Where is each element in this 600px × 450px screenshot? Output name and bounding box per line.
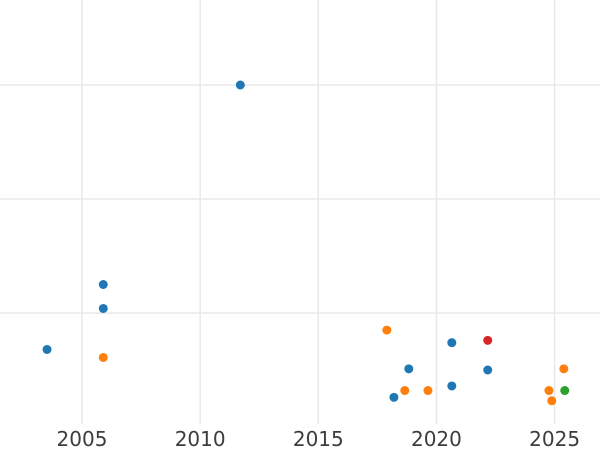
data-point-series-blue <box>42 344 52 354</box>
data-point-series-orange <box>98 352 108 362</box>
x-tick-label-2005: 2005 <box>56 427 108 450</box>
x-tick-label-2015: 2015 <box>292 427 344 450</box>
data-point-series-blue <box>404 364 414 374</box>
data-point-series-red <box>483 335 493 345</box>
data-point-series-orange <box>400 386 410 396</box>
x-tick-label-2020: 2020 <box>410 427 462 450</box>
data-point-series-blue <box>483 365 493 375</box>
data-point-series-orange <box>547 396 557 406</box>
data-point-series-blue <box>389 392 399 402</box>
data-point-series-blue <box>447 381 457 391</box>
data-point-series-green <box>560 386 570 396</box>
x-tick-label-2010: 2010 <box>174 427 226 450</box>
data-point-series-blue <box>447 338 457 348</box>
data-point-series-blue <box>98 303 108 313</box>
x-tick-label-2025: 2025 <box>529 427 581 450</box>
data-point-series-orange <box>423 386 433 396</box>
data-point-series-blue <box>235 80 245 90</box>
data-point-series-orange <box>382 325 392 335</box>
data-point-series-blue <box>98 280 108 289</box>
data-point-series-orange <box>559 364 569 374</box>
data-point-series-orange <box>544 386 554 396</box>
